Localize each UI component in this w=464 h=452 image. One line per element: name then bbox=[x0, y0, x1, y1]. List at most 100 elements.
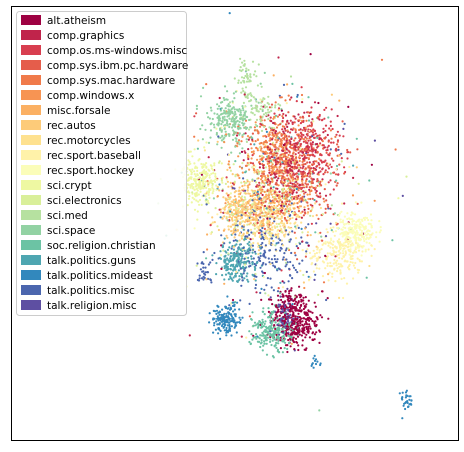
scatter-point bbox=[262, 201, 265, 204]
scatter-point bbox=[353, 234, 356, 237]
scatter-point bbox=[263, 342, 266, 345]
scatter-point bbox=[216, 213, 219, 216]
scatter-point bbox=[282, 331, 285, 334]
scatter-point bbox=[268, 106, 271, 109]
scatter-point bbox=[211, 216, 214, 219]
scatter-point bbox=[247, 280, 250, 283]
scatter-point bbox=[204, 271, 207, 274]
scatter-point bbox=[215, 188, 218, 191]
scatter-point bbox=[224, 273, 228, 276]
scatter-point bbox=[198, 203, 201, 206]
scatter-point bbox=[238, 308, 241, 311]
scatter-point bbox=[241, 195, 244, 198]
scatter-point bbox=[215, 127, 218, 130]
scatter-point bbox=[256, 230, 259, 233]
scatter-point bbox=[335, 133, 338, 136]
scatter-point bbox=[359, 228, 362, 231]
scatter-point bbox=[347, 248, 350, 251]
scatter-point bbox=[353, 266, 357, 269]
scatter-point bbox=[277, 108, 280, 111]
scatter-point bbox=[201, 165, 204, 168]
scatter-point bbox=[253, 168, 256, 172]
scatter-point bbox=[207, 211, 210, 214]
scatter-point bbox=[257, 194, 261, 197]
scatter-point bbox=[318, 267, 321, 270]
scatter-point bbox=[332, 171, 335, 174]
scatter-point bbox=[240, 81, 243, 84]
scatter-point bbox=[295, 218, 298, 221]
legend-label: talk.politics.misc bbox=[47, 285, 135, 297]
scatter-point bbox=[357, 269, 361, 272]
scatter-point bbox=[305, 178, 308, 181]
scatter-point bbox=[237, 252, 240, 255]
scatter-point bbox=[224, 316, 227, 319]
scatter-point bbox=[298, 329, 301, 332]
scatter-point bbox=[272, 216, 275, 219]
scatter-point bbox=[275, 242, 278, 245]
scatter-point bbox=[227, 194, 230, 197]
scatter-point bbox=[236, 119, 239, 122]
scatter-point bbox=[217, 116, 220, 119]
scatter-point bbox=[263, 271, 266, 275]
scatter-point bbox=[299, 131, 302, 134]
scatter-point bbox=[196, 169, 199, 172]
scatter-point bbox=[239, 318, 242, 321]
scatter-point bbox=[252, 73, 256, 76]
scatter-point bbox=[254, 283, 258, 286]
scatter-point bbox=[334, 135, 337, 138]
scatter-point bbox=[243, 196, 246, 199]
scatter-point bbox=[310, 125, 313, 128]
scatter-point bbox=[283, 347, 286, 350]
scatter-point bbox=[206, 112, 209, 115]
scatter-point bbox=[275, 141, 278, 144]
scatter-point bbox=[226, 98, 229, 101]
scatter-point bbox=[294, 153, 297, 156]
scatter-point bbox=[229, 169, 232, 172]
scatter-point bbox=[215, 309, 219, 312]
scatter-point bbox=[305, 327, 308, 330]
scatter-point bbox=[359, 238, 362, 241]
scatter-point bbox=[225, 329, 228, 332]
scatter-point bbox=[277, 308, 280, 311]
scatter-point bbox=[302, 327, 305, 330]
scatter-point bbox=[301, 249, 304, 252]
scatter-point bbox=[267, 212, 270, 215]
scatter-point bbox=[267, 310, 270, 313]
scatter-point bbox=[246, 205, 249, 208]
scatter-point bbox=[286, 344, 289, 347]
scatter-point bbox=[256, 206, 259, 209]
scatter-point bbox=[260, 105, 263, 108]
scatter-point bbox=[369, 236, 372, 239]
scatter-point bbox=[304, 227, 307, 230]
scatter-point bbox=[214, 310, 217, 313]
scatter-point bbox=[234, 198, 237, 201]
scatter-point bbox=[298, 262, 301, 265]
scatter-point bbox=[280, 153, 283, 156]
scatter-point bbox=[229, 203, 232, 206]
scatter-point bbox=[337, 148, 340, 151]
scatter-point bbox=[265, 284, 268, 287]
scatter-point bbox=[327, 116, 330, 119]
scatter-point bbox=[252, 150, 255, 153]
scatter-point bbox=[317, 293, 320, 296]
scatter-point bbox=[280, 269, 283, 272]
scatter-point bbox=[243, 122, 246, 125]
scatter-point bbox=[280, 177, 283, 180]
scatter-point bbox=[265, 105, 268, 108]
scatter-point bbox=[304, 156, 307, 159]
scatter-point bbox=[268, 169, 271, 172]
scatter-point bbox=[304, 139, 307, 142]
scatter-point bbox=[290, 251, 293, 255]
scatter-point bbox=[279, 225, 282, 228]
scatter-point bbox=[205, 175, 208, 178]
scatter-point bbox=[353, 223, 356, 226]
scatter-point bbox=[289, 238, 292, 241]
scatter-point bbox=[324, 235, 328, 238]
scatter-point bbox=[282, 244, 285, 247]
scatter-point bbox=[237, 247, 240, 250]
scatter-point bbox=[231, 223, 234, 226]
scatter-point bbox=[345, 222, 348, 225]
scatter-point bbox=[246, 180, 249, 183]
scatter-point bbox=[211, 117, 214, 121]
scatter-point bbox=[302, 296, 305, 299]
